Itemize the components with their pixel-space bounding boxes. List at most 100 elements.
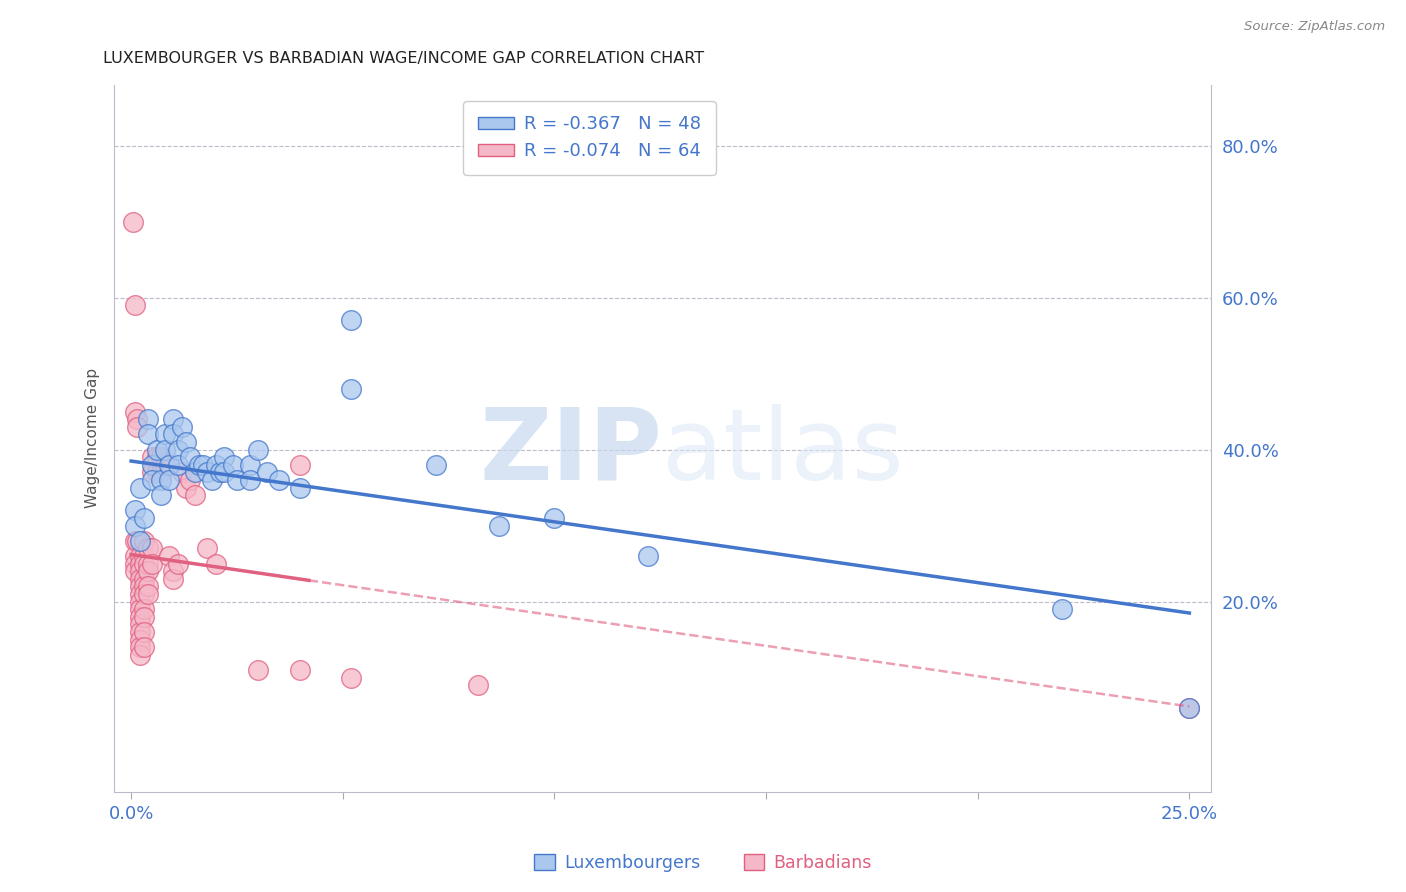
Text: ZIP: ZIP	[479, 404, 662, 501]
Point	[124, 533, 146, 548]
Point	[149, 466, 172, 480]
Point	[136, 412, 159, 426]
Point	[128, 617, 150, 632]
Point	[124, 518, 146, 533]
Point	[208, 466, 231, 480]
Point	[340, 313, 363, 327]
Point	[124, 557, 146, 571]
Point	[212, 450, 235, 465]
Point	[132, 511, 155, 525]
Point	[128, 602, 150, 616]
Point	[132, 625, 155, 640]
Point	[141, 458, 163, 472]
Point	[128, 579, 150, 593]
Point	[128, 640, 150, 655]
Point	[204, 458, 226, 472]
Point	[425, 458, 447, 472]
Point	[488, 518, 510, 533]
Point	[157, 458, 180, 472]
Point	[145, 450, 167, 465]
Point	[247, 442, 270, 457]
Point	[128, 481, 150, 495]
Point	[212, 466, 235, 480]
Point	[132, 549, 155, 563]
Point	[132, 533, 155, 548]
Point	[132, 640, 155, 655]
Point	[174, 481, 197, 495]
Point	[136, 564, 159, 578]
Point	[136, 579, 159, 593]
Point	[136, 557, 159, 571]
Point	[127, 533, 149, 548]
Point	[153, 427, 176, 442]
Point	[256, 466, 278, 480]
Point	[157, 473, 180, 487]
Point	[340, 671, 363, 685]
Point	[128, 648, 150, 662]
Point	[124, 564, 146, 578]
Point	[162, 427, 184, 442]
Point	[179, 450, 201, 465]
Point	[543, 511, 565, 525]
Point	[153, 442, 176, 457]
Point	[132, 557, 155, 571]
Point	[1178, 701, 1201, 715]
Point	[128, 587, 150, 601]
Point	[200, 473, 222, 487]
Point	[195, 466, 218, 480]
Point	[191, 458, 214, 472]
Point	[132, 610, 155, 624]
Point	[269, 473, 291, 487]
Text: Source: ZipAtlas.com: Source: ZipAtlas.com	[1244, 20, 1385, 33]
Point	[132, 572, 155, 586]
Point	[162, 412, 184, 426]
Point	[247, 663, 270, 677]
Point	[124, 549, 146, 563]
Point	[145, 466, 167, 480]
Point	[128, 572, 150, 586]
Point	[141, 466, 163, 480]
Y-axis label: Wage/Income Gap: Wage/Income Gap	[86, 368, 100, 508]
Point	[195, 541, 218, 556]
Point	[149, 488, 172, 502]
Point	[187, 458, 209, 472]
Point	[128, 610, 150, 624]
Point	[162, 572, 184, 586]
Point	[222, 458, 245, 472]
Point	[226, 473, 249, 487]
Point	[149, 450, 172, 465]
Point	[128, 557, 150, 571]
Point	[467, 678, 489, 692]
Point	[128, 564, 150, 578]
Point	[132, 579, 155, 593]
Point	[124, 298, 146, 312]
Point	[149, 473, 172, 487]
Point	[136, 541, 159, 556]
Point	[128, 549, 150, 563]
Point	[132, 602, 155, 616]
Point	[141, 450, 163, 465]
Point	[166, 458, 188, 472]
Point	[239, 458, 262, 472]
Point	[145, 442, 167, 457]
Point	[141, 557, 163, 571]
Point	[179, 473, 201, 487]
Point	[290, 458, 312, 472]
Text: LUXEMBOURGER VS BARBADIAN WAGE/INCOME GAP CORRELATION CHART: LUXEMBOURGER VS BARBADIAN WAGE/INCOME GA…	[103, 51, 704, 66]
Point	[637, 549, 659, 563]
Point	[170, 466, 193, 480]
Point	[290, 663, 312, 677]
Point	[128, 533, 150, 548]
Point	[183, 466, 205, 480]
Point	[166, 442, 188, 457]
Point	[162, 564, 184, 578]
Point	[1052, 602, 1074, 616]
Point	[183, 488, 205, 502]
Point	[174, 435, 197, 450]
Point	[136, 587, 159, 601]
Point	[340, 382, 363, 396]
Point	[132, 587, 155, 601]
Point	[128, 632, 150, 647]
Point	[166, 557, 188, 571]
Point	[124, 503, 146, 517]
